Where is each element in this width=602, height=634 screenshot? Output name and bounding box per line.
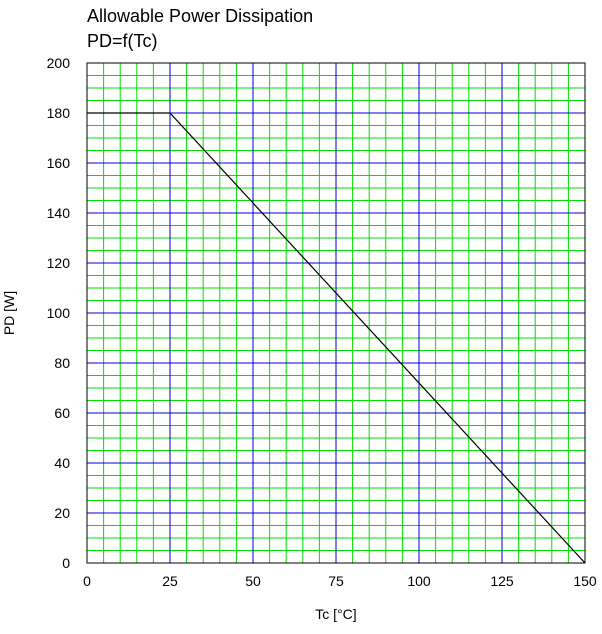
y-tick-label: 0 <box>62 555 70 571</box>
plot-frame <box>86 62 586 564</box>
x-tick-label: 150 <box>573 573 597 589</box>
y-tick-label: 20 <box>54 505 70 521</box>
y-tick-label: 40 <box>54 455 70 471</box>
x-axis-ticks: 0 25 50 75 100 125 150 <box>83 573 597 589</box>
y-tick-label: 60 <box>54 405 70 421</box>
y-tick-label: 100 <box>47 305 71 321</box>
y-axis-label: PD [W] <box>1 291 17 335</box>
chart-title: Allowable Power Dissipation <box>87 6 313 26</box>
x-tick-label: 25 <box>162 573 178 589</box>
y-tick-label: 180 <box>47 105 71 121</box>
x-tick-label: 50 <box>245 573 261 589</box>
chart-subtitle: PD=f(Tc) <box>87 31 158 51</box>
series-line <box>87 112 586 564</box>
x-tick-label: 125 <box>490 573 514 589</box>
y-tick-label: 200 <box>47 55 71 71</box>
major-grid <box>87 63 585 563</box>
x-tick-label: 100 <box>407 573 431 589</box>
x-tick-label: 75 <box>328 573 344 589</box>
y-tick-label: 120 <box>47 255 71 271</box>
x-axis-label: Tc [°C] <box>315 606 356 622</box>
y-tick-label: 80 <box>54 355 70 371</box>
y-axis-ticks: 0 20 40 60 80 100 120 140 160 180 200 <box>47 55 71 571</box>
y-tick-label: 140 <box>47 205 71 221</box>
x-tick-label: 0 <box>83 573 91 589</box>
y-tick-label: 160 <box>47 155 71 171</box>
series-layer <box>87 112 586 564</box>
